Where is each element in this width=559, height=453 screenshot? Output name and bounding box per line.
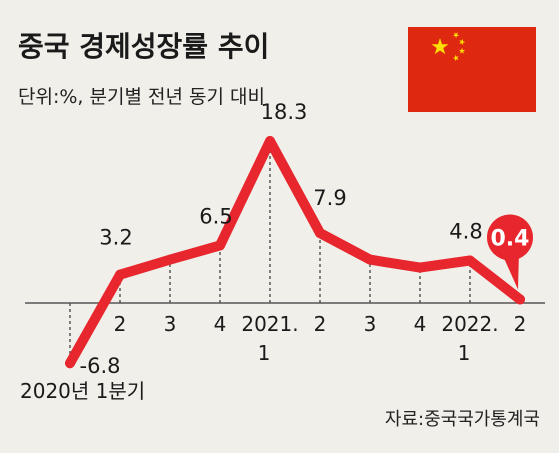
data-label: 4.8 bbox=[449, 220, 482, 244]
data-label: 6.5 bbox=[199, 204, 232, 228]
x-tick-label: 2 bbox=[514, 312, 527, 336]
chart-title: 중국 경제성장률 추이 bbox=[18, 30, 269, 63]
x-tick-label: 1 bbox=[258, 341, 271, 365]
highlight-pin-tail bbox=[501, 251, 519, 290]
data-point bbox=[465, 255, 475, 266]
x-tick-label: 2 bbox=[314, 312, 327, 336]
data-point bbox=[165, 254, 175, 265]
data-label: 7.9 bbox=[313, 186, 346, 210]
flag-star-icon bbox=[431, 38, 449, 55]
x-tick-label: 2021. bbox=[241, 312, 298, 336]
data-point bbox=[265, 136, 275, 146]
data-point bbox=[415, 262, 425, 273]
x-tick-label: 2020년 1분기 bbox=[20, 379, 145, 403]
data-label: 0.4 bbox=[491, 226, 530, 251]
data-label: 3.2 bbox=[99, 226, 132, 250]
flag-star-icon bbox=[459, 38, 466, 46]
highlight-bubble bbox=[487, 214, 533, 261]
data-point bbox=[115, 269, 125, 280]
data-label: 18.3 bbox=[261, 100, 308, 124]
x-tick-label: 2 bbox=[114, 312, 127, 336]
flag-star-icon bbox=[452, 54, 459, 62]
x-tick-label: 2022. bbox=[441, 312, 498, 336]
x-tick-label: 1 bbox=[458, 341, 471, 365]
series-line-gdp-growth bbox=[65, 136, 525, 369]
data-point bbox=[65, 358, 75, 369]
data-point bbox=[315, 228, 325, 239]
x-tick-label: 4 bbox=[214, 312, 227, 336]
source-note: 자료:중국국가통계국 bbox=[385, 409, 540, 430]
chart-subtitle: 단위:%, 분기별 전년 동기 대비 bbox=[18, 86, 265, 108]
x-tick-label: 4 bbox=[414, 312, 427, 336]
data-label: -6.8 bbox=[80, 354, 121, 378]
data-point bbox=[515, 294, 525, 305]
flag-star-icon bbox=[452, 32, 460, 39]
data-point bbox=[365, 254, 375, 265]
data-point bbox=[215, 240, 225, 251]
x-tick-label: 3 bbox=[164, 312, 177, 336]
china-flag-icon bbox=[408, 27, 536, 112]
x-tick-label: 3 bbox=[364, 312, 377, 336]
flag-star-icon bbox=[458, 47, 466, 54]
